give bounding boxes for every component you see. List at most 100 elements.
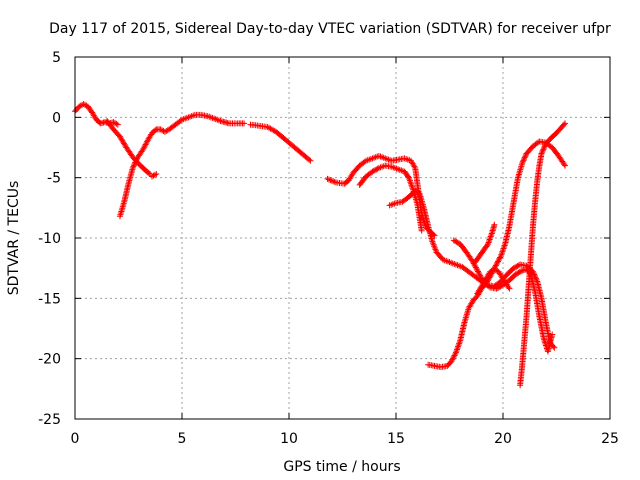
data-point-marker <box>472 264 479 271</box>
data-point-marker <box>493 261 500 268</box>
data-point-marker <box>561 161 568 168</box>
data-point-marker <box>132 158 139 165</box>
data-point-marker <box>452 351 459 358</box>
data-point-marker <box>450 355 457 362</box>
data-point-marker <box>114 121 121 128</box>
data-point-marker <box>497 283 504 290</box>
x-tick-label: 5 <box>178 431 187 447</box>
data-point-marker <box>495 257 502 264</box>
series-arc-2 <box>104 117 153 178</box>
data-point-marker <box>473 265 480 272</box>
data-point-marker <box>493 285 500 292</box>
data-point-marker <box>404 173 411 180</box>
series-arc-5 <box>247 121 314 164</box>
data-point-marker <box>495 258 502 265</box>
data-point-marker <box>142 141 149 148</box>
data-point-marker <box>141 142 148 149</box>
data-point-marker <box>522 153 529 160</box>
data-point-marker <box>496 284 503 291</box>
data-point-marker <box>562 162 569 169</box>
data-point-marker <box>510 265 517 272</box>
data-point-marker <box>370 167 377 174</box>
data-point-marker <box>491 221 498 228</box>
data-point-marker <box>374 165 381 172</box>
data-point-marker <box>131 160 138 167</box>
data-point-marker <box>512 271 519 278</box>
data-point-marker <box>485 283 492 290</box>
series-arc-11 <box>472 221 498 266</box>
y-tick-label: -25 <box>38 412 61 428</box>
data-point-marker <box>324 175 331 182</box>
series-arc-4 <box>149 171 160 180</box>
series-arc-13 <box>517 120 569 389</box>
data-point-marker <box>474 267 481 274</box>
data-point-marker <box>153 171 160 178</box>
data-point-marker <box>505 284 512 291</box>
data-point-marker <box>521 156 528 163</box>
data-point-marker <box>477 272 484 279</box>
data-point-marker <box>514 270 521 277</box>
grid-lines <box>75 57 610 419</box>
data-point-marker <box>506 285 513 292</box>
data-point-marker <box>497 254 504 261</box>
data-point-marker <box>539 147 546 154</box>
data-point-marker <box>143 140 150 147</box>
data-point-marker <box>451 352 458 359</box>
data-point-marker <box>562 120 569 127</box>
data-point-marker <box>516 269 523 276</box>
chart-title: Day 117 of 2015, Sidereal Day-to-day VTE… <box>49 21 611 37</box>
series-arc-7 <box>356 162 425 234</box>
data-point-marker <box>131 162 138 169</box>
data-point-marker <box>515 269 522 276</box>
series-arc-3 <box>116 111 248 220</box>
data-point-marker <box>541 143 548 150</box>
data-point-marker <box>511 264 518 271</box>
data-point-marker <box>306 156 313 163</box>
data-point-marker <box>307 157 314 164</box>
data-point-marker <box>129 165 136 172</box>
data-point-marker <box>450 237 457 244</box>
data-point-marker <box>494 259 501 266</box>
y-tick-label: -20 <box>38 352 61 368</box>
data-point-marker <box>539 149 546 156</box>
tick-labels: 0 5 10 15 20 25 5 0 -5 -10 -15 -20 -25 <box>38 50 619 447</box>
x-tick-label: 15 <box>387 431 405 447</box>
data-point-marker <box>513 263 520 270</box>
y-tick-label: -10 <box>38 231 61 247</box>
data-point-marker <box>454 239 461 246</box>
y-tick-label: -15 <box>38 291 61 307</box>
data-point-marker <box>494 284 501 291</box>
series-arc-12 <box>474 266 513 297</box>
data-point-marker <box>141 144 148 151</box>
data-point-marker <box>475 269 482 276</box>
series-arc-8 <box>386 187 558 351</box>
x-tick-label: 0 <box>71 431 80 447</box>
y-tick-label: 0 <box>52 110 61 126</box>
data-point-marker <box>113 120 120 127</box>
data-point-marker <box>132 159 139 166</box>
data-point-marker <box>514 262 521 269</box>
data-point-marker <box>241 120 248 127</box>
data-point-marker <box>130 163 137 170</box>
data-point-marker <box>521 154 528 161</box>
data-point-marker <box>560 121 567 128</box>
data-point-marker <box>540 146 547 153</box>
series-arc-1 <box>72 101 121 128</box>
x-axis-label: GPS time / hours <box>283 459 400 475</box>
y-axis-label: SDTVAR / TECUs <box>6 181 22 296</box>
data-point-marker <box>331 178 338 185</box>
data-point-marker <box>476 271 483 278</box>
x-tick-label: 20 <box>494 431 512 447</box>
data-point-marker <box>369 168 376 175</box>
x-tick-label: 10 <box>280 431 298 447</box>
data-point-marker <box>549 331 556 338</box>
data-point-marker <box>372 167 379 174</box>
data-point-marker <box>330 178 337 185</box>
data-point-marker <box>496 255 503 262</box>
data-point-marker <box>418 227 425 234</box>
data-point-marker <box>328 177 335 184</box>
data-point-marker <box>538 150 545 157</box>
y-tick-label: -5 <box>47 171 61 187</box>
data-point-marker <box>477 274 484 281</box>
